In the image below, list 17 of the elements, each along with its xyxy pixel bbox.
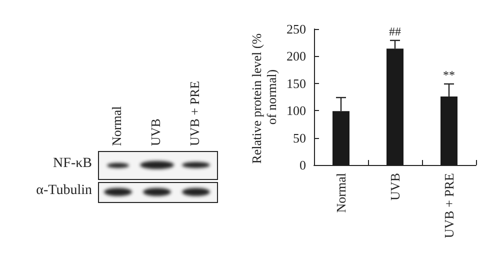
x-tick-label: UVB + PRE [442, 172, 456, 238]
x-tick-label: Normal [334, 172, 348, 213]
y-tick-label: 100 [286, 103, 306, 118]
y-tick-label: 50 [293, 130, 306, 146]
y-tick-label: 0 [300, 158, 306, 172]
y-tick-label: 200 [286, 48, 306, 64]
x-tick-label: UVB [388, 172, 402, 200]
y-tick-label: 150 [286, 76, 306, 91]
y-axis-title: Relative protein level (% of normal) [249, 30, 279, 164]
text: UVB + PRE [187, 80, 204, 146]
y-tick-label: 250 [286, 22, 306, 36]
text: Normal [108, 106, 125, 146]
annotation: ## [389, 24, 401, 38]
annotation: ** [443, 68, 455, 82]
text: α-Tubulin [36, 183, 92, 199]
text: NF-κB [53, 156, 92, 172]
text: UVB [148, 118, 164, 146]
